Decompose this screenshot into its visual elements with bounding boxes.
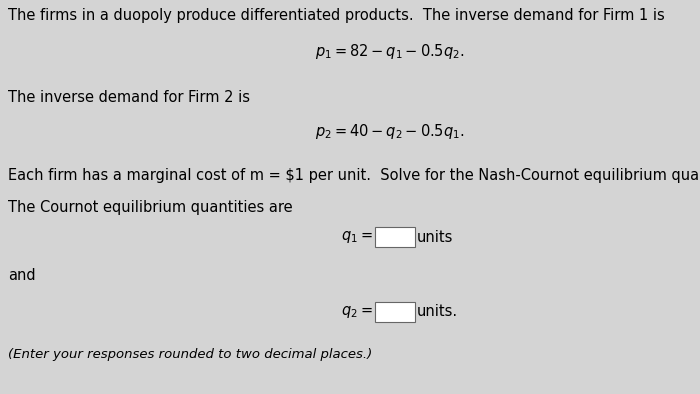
Text: The firms in a duopoly produce differentiated products.  The inverse demand for : The firms in a duopoly produce different… <box>8 8 665 23</box>
Text: $q_1 =$: $q_1 =$ <box>342 229 373 245</box>
Text: Each firm has a marginal cost of m = $1 per unit.  Solve for the Nash-Cournot eq: Each firm has a marginal cost of m = $1 … <box>8 168 700 183</box>
Text: units: units <box>417 229 454 245</box>
Text: $p_2 = 40 - q_2 - 0.5q_1.$: $p_2 = 40 - q_2 - 0.5q_1.$ <box>315 122 465 141</box>
Text: The inverse demand for Firm 2 is: The inverse demand for Firm 2 is <box>8 90 250 105</box>
Text: (Enter your responses rounded to two decimal places.): (Enter your responses rounded to two dec… <box>8 348 372 361</box>
Text: $p_1 = 82 - q_1 - 0.5q_2.$: $p_1 = 82 - q_1 - 0.5q_2.$ <box>315 42 465 61</box>
Text: The Cournot equilibrium quantities are: The Cournot equilibrium quantities are <box>8 200 293 215</box>
FancyBboxPatch shape <box>375 302 415 322</box>
Text: and: and <box>8 268 36 283</box>
FancyBboxPatch shape <box>375 227 415 247</box>
Text: units.: units. <box>417 305 458 320</box>
Text: $q_2 =$: $q_2 =$ <box>342 304 373 320</box>
